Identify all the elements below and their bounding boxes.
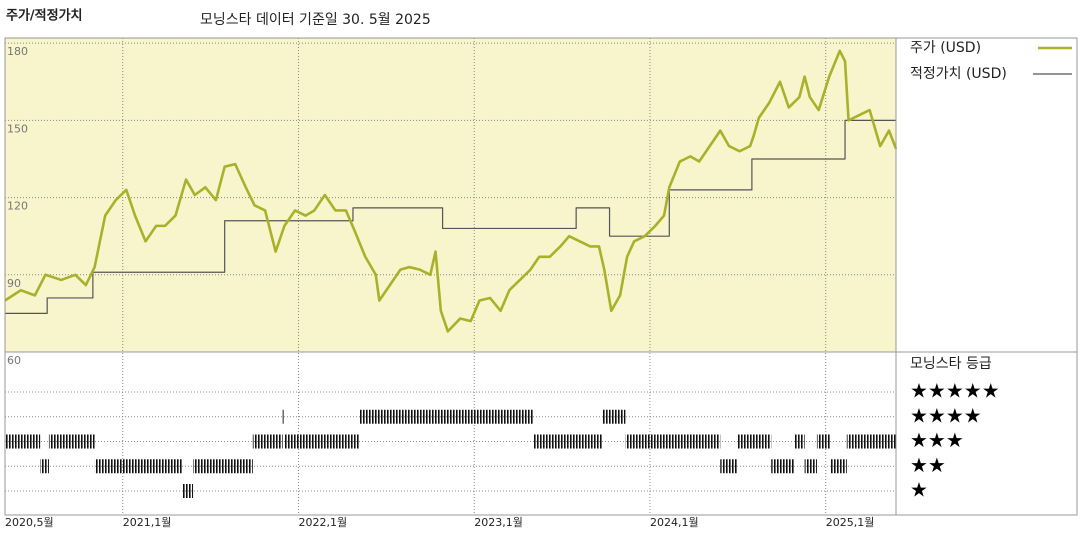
x-tick-label: 2020,5월 (5, 516, 54, 529)
rating-bar (737, 434, 772, 449)
rating-label: ★★★★★ (910, 379, 1000, 403)
y-tick-label: 60 (7, 354, 21, 367)
rating-bar (804, 459, 817, 474)
rating-bar (193, 459, 253, 474)
rating-bar (282, 409, 285, 424)
y-tick-label: 90 (7, 277, 21, 290)
rating-bar (48, 434, 95, 449)
x-tick-label: 2024,1월 (650, 516, 699, 529)
rating-title: 모닝스타 등급 (910, 356, 992, 372)
y-tick-label: 150 (7, 122, 28, 135)
x-tick-label: 2022,1월 (298, 516, 347, 529)
rating-bar (602, 409, 626, 424)
y-tick-label: 120 (7, 200, 28, 213)
rating-bar (533, 434, 603, 449)
x-tick-label: 2025,1월 (826, 516, 875, 529)
price-line (4, 49, 898, 333)
y-tick-label: 180 (7, 45, 28, 58)
rating-bar (720, 459, 738, 474)
plot-background (5, 38, 896, 352)
frame (4, 37, 1078, 516)
chart-subtitle: 모닝스타 데이터 기준일 30. 5월 2025 (200, 12, 431, 28)
rating-bar (830, 459, 847, 474)
rating-bar (40, 459, 49, 474)
rating-bar (5, 434, 41, 449)
rating-bar (625, 434, 721, 449)
chart-title: 주가/적정가치 (6, 8, 83, 24)
legend-label: 적정가치 (USD) (910, 66, 1007, 82)
rating-bar (816, 434, 831, 449)
rating-bar (252, 434, 283, 449)
rating-label: ★★ (910, 453, 946, 477)
x-tick-label: 2021,1월 (123, 516, 172, 529)
rating-label: ★ (910, 478, 928, 502)
rating-bar (771, 459, 795, 474)
rating-bar (284, 434, 360, 449)
rating-bar (794, 434, 805, 449)
rating-bar (359, 409, 534, 424)
rating-bar (182, 484, 194, 498)
x-tick-label: 2023,1월 (474, 516, 523, 529)
legend-label: 주가 (USD) (910, 40, 981, 56)
rating-label: ★★★ (910, 428, 964, 452)
fair-value-line (5, 119, 896, 314)
rating-label: ★★★★ (910, 403, 982, 427)
rating-bar (846, 434, 896, 449)
rating-bar (94, 459, 183, 474)
